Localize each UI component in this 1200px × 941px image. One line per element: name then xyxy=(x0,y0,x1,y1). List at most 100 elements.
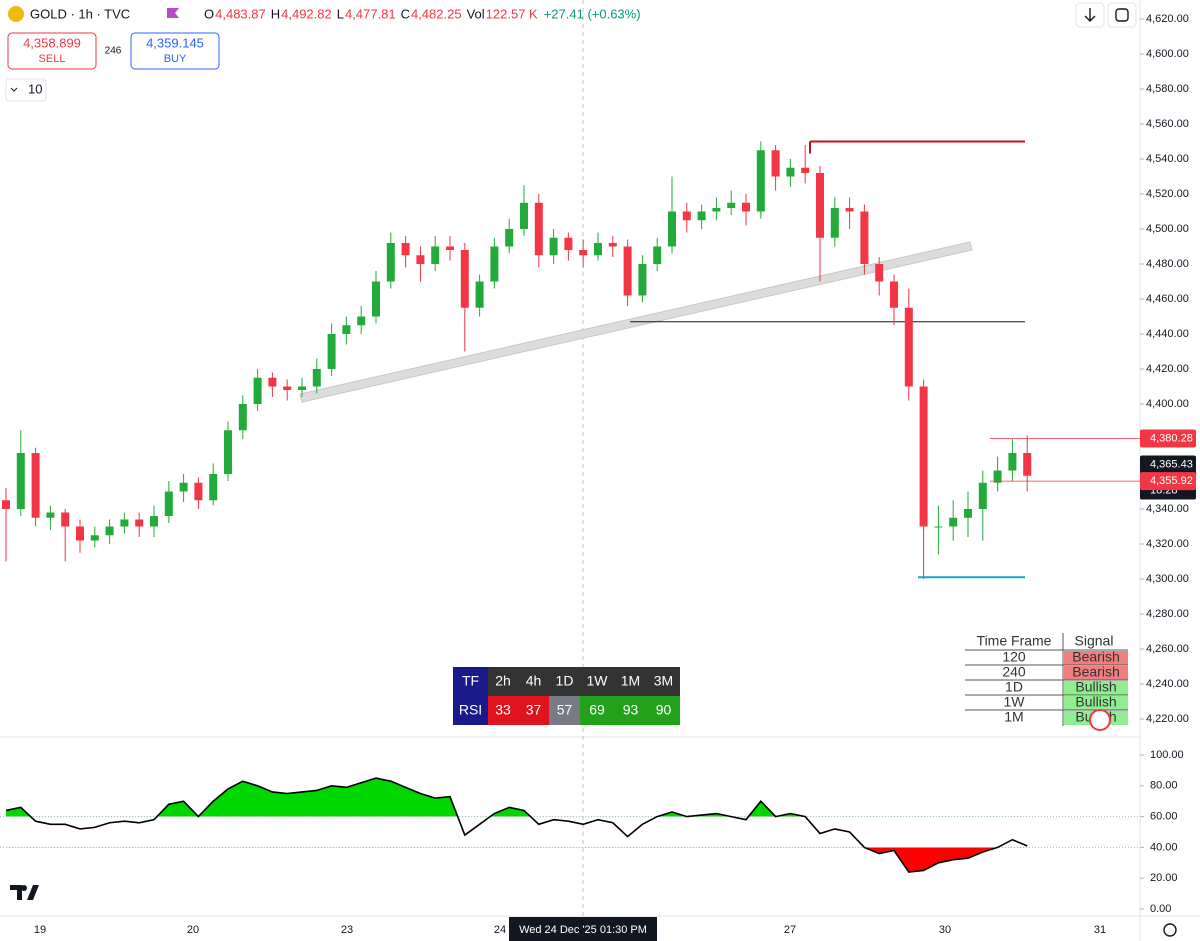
x-tick-label: 30 xyxy=(939,924,951,936)
tf-header: TF xyxy=(462,673,479,689)
rsi-tick-label: 100.00 xyxy=(1150,749,1184,761)
candle-body xyxy=(342,325,351,334)
candle-body xyxy=(949,517,958,527)
fullscreen-icon xyxy=(1115,8,1129,22)
candle-body xyxy=(756,150,765,212)
arrow-icon xyxy=(1084,8,1096,22)
signal-cell xyxy=(1064,651,1128,665)
candle-body xyxy=(668,211,676,247)
rsi-tick-label: 0.00 xyxy=(1150,903,1171,915)
candle-body xyxy=(623,246,632,296)
y-tick-label: 4,620.00 xyxy=(1146,13,1189,25)
x-tick-label: 31 xyxy=(1094,924,1106,936)
candle-body xyxy=(46,512,55,518)
tf-header: 1M xyxy=(621,673,640,689)
sell-button[interactable] xyxy=(7,32,97,70)
tf-header: 1D xyxy=(556,673,574,689)
x-tick-label: 20 xyxy=(187,924,199,936)
candle-body xyxy=(934,526,943,528)
ohlc-key: C xyxy=(401,6,410,21)
x-tick-label: 24 xyxy=(494,924,506,936)
tf-header-cell xyxy=(580,667,614,696)
tv-logo-dot xyxy=(21,885,27,891)
candle-body xyxy=(564,237,573,250)
indicators-toggle[interactable] xyxy=(5,78,47,102)
candle-body xyxy=(238,404,247,431)
y-tick-label: 4,460.00 xyxy=(1146,293,1189,305)
y-tick-label: 4,220.00 xyxy=(1146,713,1189,725)
tf-value-cell xyxy=(580,696,614,725)
candle-body xyxy=(268,377,277,387)
buy-button[interactable] xyxy=(130,32,220,70)
oversold-fill xyxy=(864,847,998,873)
candle-body xyxy=(1008,453,1017,471)
rsi-line xyxy=(5,777,1028,873)
candle-body xyxy=(386,243,395,282)
overbought-fill xyxy=(6,778,806,817)
candle-body xyxy=(786,167,795,177)
signal: Bullish xyxy=(1075,694,1116,710)
y-tick-label: 4,300.00 xyxy=(1146,573,1189,585)
tf-header-cell xyxy=(549,667,580,696)
tf-header: 2h xyxy=(495,673,511,689)
tf-value-cell xyxy=(647,696,680,725)
ohlc-key: H xyxy=(271,6,280,21)
candle-body xyxy=(653,246,662,264)
chevron xyxy=(10,87,18,92)
tf-value: 93 xyxy=(623,702,639,718)
y-tick-label: 4,540.00 xyxy=(1146,153,1189,165)
symbol-icon xyxy=(8,6,24,22)
candle-body xyxy=(919,386,928,527)
price-tag: 4,355.92 xyxy=(1150,475,1193,487)
tf-value: 57 xyxy=(557,702,573,718)
candle-body xyxy=(830,208,839,238)
price-tag: 4,365.43 xyxy=(1150,458,1193,470)
candle-body xyxy=(475,281,484,308)
candle-body xyxy=(742,202,750,212)
ohlc-legend: O 4,483.87 H 4,492.82 L 4,477.81 C 4,482.25 Vol 1… xyxy=(204,6,641,21)
timeframe: 1M xyxy=(1004,709,1023,725)
sell-price: 4,358.899 xyxy=(23,35,81,50)
y-tick-label: 4,440.00 xyxy=(1146,328,1189,340)
candle-body xyxy=(460,250,469,308)
price-tag-bg xyxy=(1140,472,1196,491)
candle-body xyxy=(31,453,40,518)
y-tick-label: 4,340.00 xyxy=(1146,503,1189,515)
candle-body xyxy=(1023,453,1032,476)
candle-body xyxy=(771,150,780,177)
ohlc-value: 4,482.25 xyxy=(411,6,462,21)
y-tick-label: 4,580.00 xyxy=(1146,83,1189,95)
candle-body xyxy=(534,202,543,256)
candle-body xyxy=(16,453,25,509)
signal-header: Time Frame xyxy=(977,633,1052,649)
tf-header: 1W xyxy=(587,673,609,689)
candle-body xyxy=(416,255,425,264)
timeframe: 240 xyxy=(1002,664,1026,680)
candle-body xyxy=(194,482,203,501)
candle-body xyxy=(638,264,647,296)
crosshair-label: Wed 24 Dec '25 01:30 PM xyxy=(519,924,647,936)
y-tick-label: 4,560.00 xyxy=(1146,118,1189,130)
ohlc-value: 4,483.87 xyxy=(215,6,266,21)
flag-badge xyxy=(1089,709,1111,731)
fullscreen-button[interactable] xyxy=(1107,2,1137,28)
price-tag-bg xyxy=(1140,429,1196,448)
flag-icon xyxy=(167,8,179,18)
candle-body xyxy=(978,482,987,509)
ohlc-key: L xyxy=(337,6,344,21)
symbol: GOLD · 1h · TVC xyxy=(30,6,130,21)
candle-body xyxy=(401,243,410,256)
signal: Bearish xyxy=(1072,649,1119,665)
signal-cell xyxy=(1064,696,1128,710)
y-tick-label: 4,240.00 xyxy=(1146,678,1189,690)
settings-icon[interactable] xyxy=(1163,923,1177,937)
candle-body xyxy=(594,243,602,256)
tf-header: 3M xyxy=(654,673,673,689)
candle-body xyxy=(904,307,913,387)
volume-key: Vol xyxy=(467,6,485,21)
signal: Bearish xyxy=(1072,664,1119,680)
candle-body xyxy=(697,211,706,221)
signal: Bullish xyxy=(1075,679,1116,695)
tf-value-cell xyxy=(549,696,580,725)
